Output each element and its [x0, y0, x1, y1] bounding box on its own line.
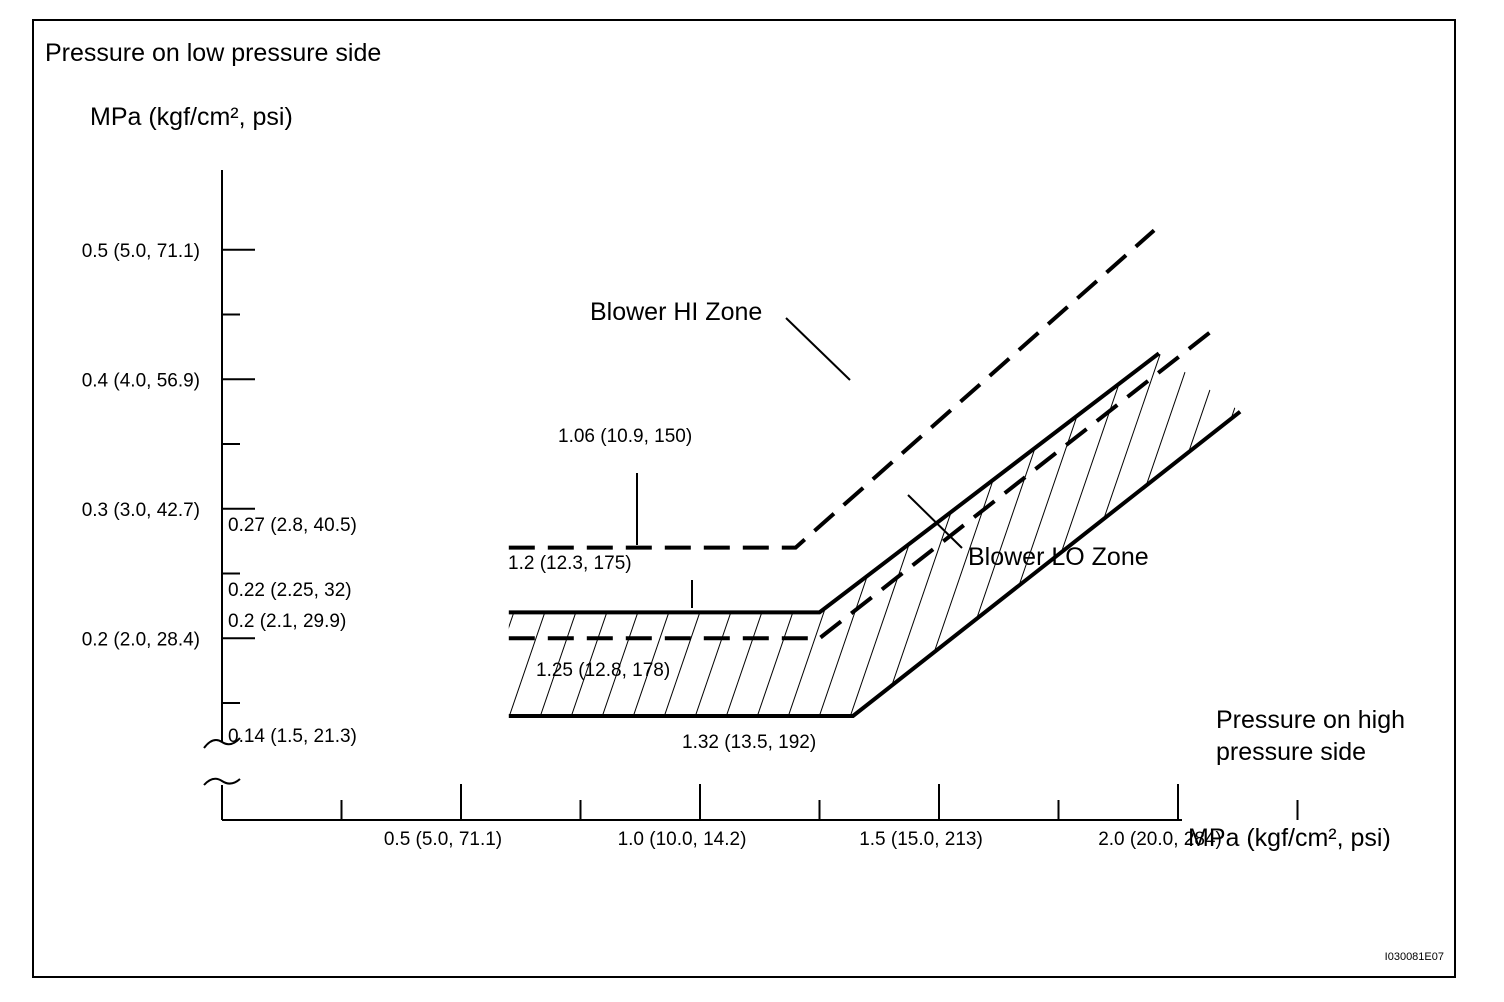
y-tick-label-2: 0.4 (4.0, 56.9): [82, 370, 200, 391]
x-ticks: 0.5 (5.0, 71.1) 1.0 (10.0, 14.2) 1.5 (15.0…: [340, 784, 1299, 850]
y-axis: [203, 170, 241, 820]
figure-code: I030081E07: [1385, 951, 1444, 963]
y-ticks: 0.2 (2.0, 28.4) 0.3 (3.0, 42.7) 0.4 (4.0, …: [82, 241, 255, 705]
hatch-line-22: [1065, 353, 1197, 716]
y-tick-label-1: 0.3 (3.0, 42.7): [82, 500, 200, 521]
series-line-1: [508, 351, 1161, 615]
annotation-lo-knee: 1.25 (12.8, 178): [536, 660, 670, 681]
annotation-lo-bottom: 0.14 (1.5, 21.3): [228, 726, 357, 747]
series-line-2: [508, 325, 1218, 641]
hatch-line-10: [693, 353, 825, 716]
hatch-line-25: [1158, 353, 1241, 716]
y-axis-unit: MPa (kgf/cm², psi): [90, 103, 293, 131]
y-tick-label-3: 0.5 (5.0, 71.1): [82, 241, 200, 262]
x-tick-label-0: 0.5 (5.0, 71.1): [384, 829, 502, 850]
series-lines: [508, 228, 1242, 718]
hatch-line-18: [941, 353, 1073, 716]
x-tick-label-3: 2.0 (20.0, 284): [1098, 829, 1222, 850]
hatch-line-12: [755, 353, 887, 716]
leader-lines: [636, 317, 963, 608]
hatch-line-9: [662, 353, 794, 716]
annotation-lo-bottom-knee: 1.32 (13.5, 192): [682, 732, 816, 753]
hatch-lines: [508, 353, 1241, 716]
axis-break-mark-lower: [203, 777, 241, 786]
series-line-0: [508, 228, 1156, 550]
hatch-line-20: [1003, 353, 1135, 716]
hatch-line-19: [972, 353, 1104, 716]
x-tick-label-2: 1.5 (15.0, 213): [859, 829, 983, 850]
y-tick-label-0: 0.2 (2.0, 28.4): [82, 629, 200, 650]
leader-lo-zone: [907, 494, 963, 549]
hatch-line-1: [508, 353, 546, 716]
axis-break-mark-upper: [203, 737, 241, 749]
x-axis-unit: MPa (kgf/cm², psi): [1188, 824, 1391, 852]
series-line-3: [508, 410, 1242, 718]
lo-zone-hatching: [508, 353, 1241, 716]
x-axis-title-line2: pressure side: [1216, 738, 1366, 766]
leader-hi-zone: [785, 317, 851, 381]
zone-label-hi: Blower HI Zone: [590, 298, 762, 326]
hatch-line-13: [786, 353, 918, 716]
x-tick-label-1: 1.0 (10.0, 14.2): [618, 829, 747, 850]
annotation-hi-breakpoint: 1.06 (10.9, 150): [558, 426, 692, 447]
hatch-line-24: [1127, 353, 1241, 716]
zone-label-lo: Blower LO Zone: [968, 543, 1149, 571]
hatch-line-23: [1096, 353, 1228, 716]
hatch-line-0: [508, 353, 515, 716]
y-axis-title: Pressure on low pressure side: [45, 39, 381, 67]
annotation-hi-flat: 0.27 (2.8, 40.5): [228, 515, 357, 536]
x-axis-title-line1: Pressure on high: [1216, 706, 1405, 734]
annotation-lo-top: 0.22 (2.25, 32): [228, 580, 352, 601]
hatch-line-11: [724, 353, 856, 716]
annotation-hi-knee: 1.2 (12.3, 175): [508, 553, 632, 574]
annotation-lo-mid: 0.2 (2.1, 29.9): [228, 611, 346, 632]
figure-frame: [32, 19, 1456, 978]
